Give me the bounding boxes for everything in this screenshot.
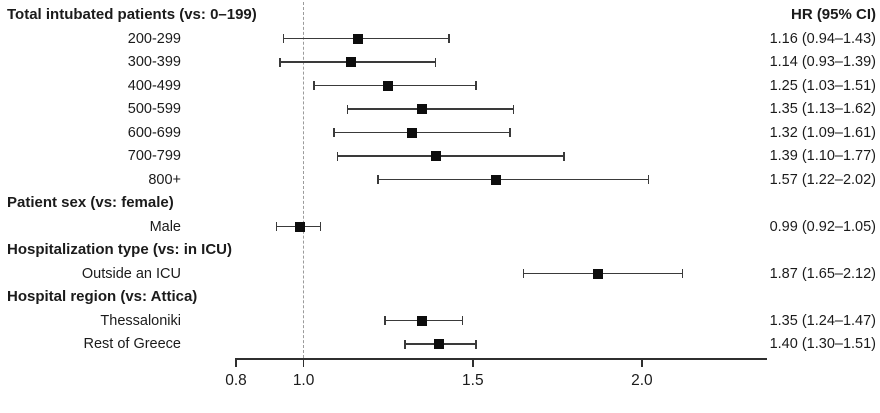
ci-cap-right xyxy=(475,81,477,90)
reference-line xyxy=(302,2,304,358)
x-axis-tick xyxy=(302,358,305,367)
x-axis-tick xyxy=(472,358,474,367)
ci-cap-right xyxy=(512,104,515,114)
ci-line xyxy=(347,108,514,110)
ci-line xyxy=(313,84,477,87)
ci-line xyxy=(334,131,510,134)
x-axis-tick-label: 2.0 xyxy=(631,372,653,389)
hr-value: 1.35 (1.24–1.47) xyxy=(769,312,876,329)
row-label: Male xyxy=(149,218,181,235)
group-header: Hospital region (vs: Attica) xyxy=(7,288,198,305)
ci-line xyxy=(523,272,683,275)
point-marker xyxy=(592,268,603,279)
point-marker xyxy=(406,127,417,138)
ci-cap-right xyxy=(319,222,322,231)
ci-line xyxy=(283,37,450,40)
ci-cap-left xyxy=(336,151,339,161)
hr-value: 1.14 (0.93–1.39) xyxy=(769,54,876,70)
group-header: Patient sex (vs: female) xyxy=(7,194,174,211)
ci-cap-right xyxy=(563,151,565,161)
point-marker xyxy=(433,339,444,349)
point-marker xyxy=(417,104,427,114)
point-marker xyxy=(491,174,502,185)
row-label: Outside an ICU xyxy=(81,265,181,282)
ci-cap-right xyxy=(681,269,684,278)
hr-column-header: HR (95% CI) xyxy=(790,6,876,23)
hr-value: 1.32 (1.09–1.61) xyxy=(769,124,876,141)
ci-cap-right xyxy=(434,57,437,67)
x-axis-tick xyxy=(641,358,643,367)
ci-line xyxy=(280,61,436,63)
point-marker xyxy=(346,57,356,67)
ci-cap-left xyxy=(275,222,278,231)
hr-value: 0.99 (0.92–1.05) xyxy=(769,218,876,235)
point-marker xyxy=(430,151,441,161)
x-axis-tick-label: 1.5 xyxy=(462,372,484,389)
ci-cap-left xyxy=(282,34,285,43)
x-axis-tick-label: 0.8 xyxy=(225,372,247,389)
ci-cap-left xyxy=(377,175,379,184)
x-axis-tick xyxy=(235,358,237,367)
point-marker xyxy=(295,221,306,232)
point-marker xyxy=(417,315,427,326)
row-label: 700-799 xyxy=(127,148,181,164)
ci-cap-right xyxy=(475,339,477,349)
ci-cap-left xyxy=(313,81,315,90)
ci-cap-right xyxy=(461,316,464,325)
row-label: 200-299 xyxy=(127,30,181,47)
ci-cap-right xyxy=(509,128,511,137)
row-label: 500-599 xyxy=(127,101,181,117)
ci-line xyxy=(378,178,649,181)
point-marker xyxy=(352,33,363,44)
hr-value: 1.87 (1.65–2.12) xyxy=(769,265,876,282)
row-label: 300-399 xyxy=(127,54,181,70)
group-header: Total intubated patients (vs: 0–199) xyxy=(7,6,257,23)
row-label: Thessaloniki xyxy=(100,312,181,329)
ci-cap-left xyxy=(333,128,335,137)
ci-cap-right xyxy=(647,175,650,184)
x-axis-tick-label: 1.0 xyxy=(292,372,315,389)
ci-line xyxy=(337,155,565,157)
hr-value: 1.16 (0.94–1.43) xyxy=(769,30,876,47)
row-label: 600-699 xyxy=(127,124,181,141)
hr-value: 1.25 (1.03–1.51) xyxy=(769,77,876,94)
ci-cap-left xyxy=(384,316,386,325)
ci-cap-left xyxy=(404,339,406,349)
ci-cap-right xyxy=(448,34,450,43)
ci-cap-left xyxy=(522,269,525,278)
hr-value: 1.40 (1.30–1.51) xyxy=(769,336,876,352)
group-header: Hospitalization type (vs: in ICU) xyxy=(7,241,233,258)
point-marker xyxy=(383,80,394,91)
x-axis-line xyxy=(236,358,767,360)
row-label: 800+ xyxy=(148,171,181,188)
hr-value: 1.57 (1.22–2.02) xyxy=(769,171,876,188)
hr-value: 1.39 (1.10–1.77) xyxy=(769,148,876,164)
hr-value: 1.35 (1.13–1.62) xyxy=(769,101,876,117)
row-label: Rest of Greece xyxy=(83,336,181,352)
row-label: 400-499 xyxy=(127,77,181,94)
ci-cap-left xyxy=(346,104,349,114)
ci-cap-left xyxy=(279,57,281,67)
